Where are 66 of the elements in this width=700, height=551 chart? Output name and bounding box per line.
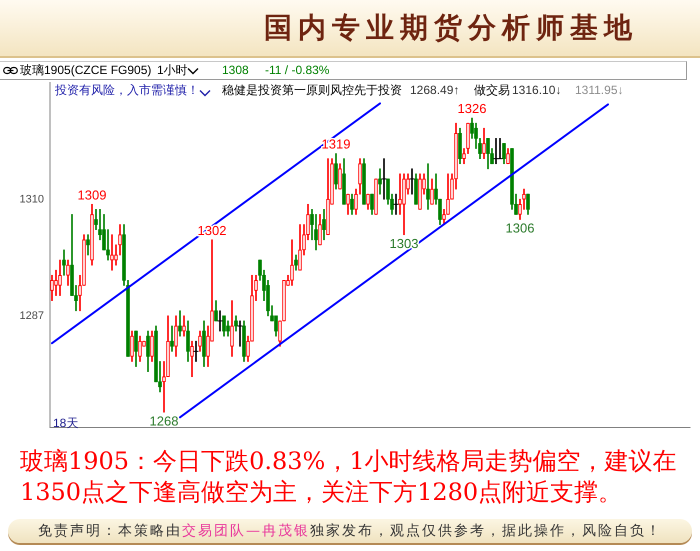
- candlestick: [170, 326, 174, 352]
- candlestick: [182, 316, 186, 336]
- candlestick: [110, 234, 114, 271]
- text: 独家发布，观点仅供参考，据此操作，风险自负！: [310, 522, 662, 540]
- candlestick: [398, 174, 402, 215]
- candlestick: [238, 320, 242, 347]
- candlestick: [90, 204, 94, 266]
- candlestick: [178, 310, 182, 336]
- candlestick: [230, 300, 234, 357]
- text: 玻璃1905(CZCE FG905): [20, 63, 152, 77]
- candlestick: [326, 158, 330, 236]
- candlestick: [218, 310, 222, 332]
- annotation: 1319: [322, 136, 350, 152]
- candlestick: [506, 148, 510, 164]
- annotation: 1268.49↑: [410, 83, 460, 97]
- text: 1308: [222, 63, 249, 77]
- candlestick: [150, 330, 154, 362]
- annotation: 1309: [78, 187, 106, 202]
- candlestick: [378, 168, 382, 194]
- text: 免责声明：本策略由: [38, 522, 182, 540]
- candlestick: [366, 194, 370, 210]
- annotation: 稳健是投资第一原则风控先于投资: [222, 83, 402, 97]
- candlestick: [394, 194, 398, 215]
- annotation: 1326: [458, 101, 486, 116]
- candlestick: [402, 174, 406, 236]
- candlestick: [346, 194, 350, 215]
- candlestick: [130, 330, 134, 362]
- candlestick: [418, 174, 422, 210]
- candlestick: [426, 163, 430, 210]
- candlestick: [198, 330, 202, 352]
- y-tick-label: 1287: [20, 310, 44, 322]
- text: -11 / -0.83%: [265, 63, 330, 77]
- y-tick-label: 1310: [20, 193, 44, 206]
- candlestick: [190, 340, 194, 378]
- candlestick: [430, 178, 434, 205]
- text: 玻璃1905：今日下跌0.83%，1小时线格局走势偏空，建议在1350点之下逢高做空为主，关注下方1280点附近支撑。: [20, 446, 678, 508]
- annotation: 18天: [53, 416, 78, 430]
- chart-title: 国内专业期货分析师基地: [264, 11, 638, 45]
- candlestick: [106, 229, 110, 260]
- candlestick: [62, 250, 66, 276]
- candlestick: [482, 128, 486, 159]
- candlestick: [138, 336, 142, 362]
- candlestick: [338, 163, 342, 190]
- text: 1小时: [157, 63, 188, 77]
- candlestick: [278, 320, 282, 347]
- annotation: 1306: [506, 220, 534, 236]
- annotation: 1303: [390, 236, 418, 251]
- candlestick: [382, 158, 386, 200]
- candlestick: [58, 260, 62, 296]
- candlestick: [298, 224, 302, 271]
- candlestick: [318, 214, 322, 246]
- text: 交易团队—冉茂银: [182, 522, 310, 540]
- candlestick: [498, 138, 502, 160]
- candlestick: [282, 280, 286, 322]
- annotation: 1316.10↓: [512, 83, 562, 97]
- candlestick: [374, 178, 378, 215]
- candlestick: [194, 340, 198, 362]
- annotation: 1268: [150, 413, 178, 428]
- candlestick: [54, 270, 58, 296]
- candlestick: [66, 260, 70, 286]
- candlestick: [410, 168, 414, 194]
- annotation: 投资有风险，入市需谨慎！: [55, 83, 199, 97]
- candlestick: [174, 316, 178, 357]
- annotation: 1311.95↓: [575, 83, 624, 97]
- candlestick: [290, 239, 294, 286]
- annotation: 做交易: [474, 83, 510, 97]
